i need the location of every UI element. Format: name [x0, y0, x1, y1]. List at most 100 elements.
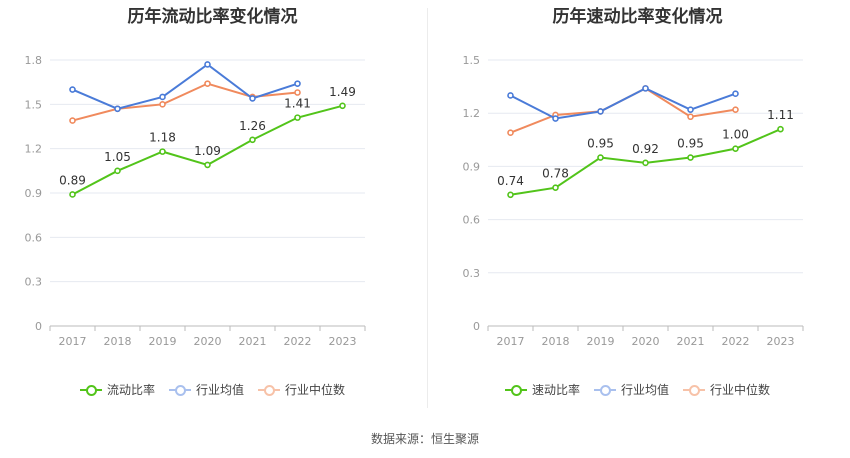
data-point — [114, 105, 121, 113]
current-ratio-chart: 历年流动比率变化情况 0 0.3 0.6 0.9 1.2 1.5 1.8 2017 2018 20… — [0, 0, 425, 410]
data-point — [507, 129, 514, 137]
series-line-industry-median — [510, 87, 736, 134]
y-tick-label: 1.5 — [463, 54, 481, 67]
x-tick-label: 2022 — [722, 335, 750, 348]
series-line-industry-average — [510, 87, 736, 120]
data-point — [687, 154, 694, 161]
legend-item-industry-median[interactable]: 行业中位数 — [683, 381, 770, 398]
data-point — [687, 106, 694, 113]
data-label: 1.05 — [104, 150, 131, 164]
legend-item-quick-ratio[interactable]: 速动比率 — [504, 381, 580, 398]
x-tick-label: 2023 — [767, 335, 795, 348]
data-point — [204, 61, 211, 68]
legend-label: 行业中位数 — [285, 383, 346, 397]
data-label: 0.74 — [497, 174, 524, 188]
data-point — [732, 145, 739, 152]
data-point — [597, 108, 604, 115]
chart-title: 历年速动比率变化情况 — [552, 7, 723, 27]
series-line-industry-average — [72, 63, 298, 110]
quick-ratio-plot: 0 0.3 0.6 0.9 1.2 1.5 2017 2018 2019 2020 2021 2022… — [463, 54, 804, 348]
data-label: 1.41 — [284, 97, 311, 111]
x-tick-label: 2017 — [497, 335, 525, 348]
data-point — [294, 114, 301, 121]
data-point — [159, 148, 166, 155]
y-tick-label: 1.2 — [25, 143, 43, 156]
data-point — [732, 90, 739, 97]
x-tick-label: 2021 — [677, 335, 705, 348]
chart-title: 历年流动比率变化情况 — [127, 7, 298, 27]
data-label: 1.18 — [149, 131, 176, 145]
legend-line-icon — [504, 384, 527, 396]
legend: 速动比率 行业均值 行业中位数 — [425, 381, 850, 398]
panel-divider — [427, 8, 428, 408]
legend-label: 速动比率 — [531, 383, 580, 397]
x-tick-label: 2021 — [239, 335, 267, 348]
quick-ratio-chart: 历年速动比率变化情况 0 0.3 0.6 0.9 1.2 1.5 2017 2018 2019 2… — [425, 0, 850, 410]
legend-label: 行业均值 — [195, 383, 244, 397]
data-point — [294, 80, 301, 87]
data-point — [69, 86, 76, 93]
data-label: 0.78 — [542, 167, 569, 181]
data-source-note: 数据来源：恒生聚源 — [370, 432, 479, 446]
x-tick-label: 2019 — [149, 335, 177, 348]
data-label: 1.00 — [722, 128, 749, 142]
data-point — [732, 106, 739, 113]
current-ratio-plot: 0 0.3 0.6 0.9 1.2 1.5 1.8 2017 2018 2019 2020 2021 2… — [25, 54, 366, 348]
series-line-industry-median — [72, 82, 298, 122]
data-point — [159, 101, 166, 108]
y-tick-label: 0.3 — [463, 267, 481, 280]
data-point — [204, 80, 211, 87]
data-point — [339, 102, 346, 110]
data-point — [687, 113, 694, 121]
y-tick-label: 1.8 — [25, 54, 43, 67]
y-tick-label: 0.3 — [25, 276, 43, 289]
y-tick-label: 0.6 — [25, 231, 43, 244]
data-label: 0.95 — [677, 137, 704, 151]
data-point — [159, 93, 166, 101]
data-point — [507, 92, 514, 99]
data-label: 0.92 — [632, 142, 659, 156]
data-point — [249, 136, 256, 144]
legend-item-industry-average[interactable]: 行业均值 — [593, 381, 669, 398]
data-point — [777, 125, 784, 133]
y-tick-label: 1.5 — [25, 98, 43, 111]
x-tick-label: 2019 — [587, 335, 615, 348]
x-tick-label: 2018 — [104, 335, 132, 348]
legend-line-icon — [168, 384, 191, 396]
x-tick-label: 2017 — [59, 335, 87, 348]
x-tick-label: 2023 — [329, 335, 357, 348]
x-tick-label: 2018 — [542, 335, 570, 348]
data-label: 1.09 — [194, 144, 221, 158]
data-label: 1.49 — [329, 85, 356, 99]
data-point — [507, 191, 514, 199]
data-point — [249, 95, 256, 102]
x-tick-label: 2022 — [284, 335, 312, 348]
data-label: 1.11 — [767, 108, 794, 122]
legend-item-current-ratio[interactable]: 流动比率 — [79, 381, 155, 398]
y-tick-label: 0.9 — [25, 187, 43, 200]
data-point — [642, 159, 649, 167]
legend-label: 行业中位数 — [710, 383, 771, 397]
data-point — [552, 184, 559, 191]
legend-item-industry-median[interactable]: 行业中位数 — [258, 381, 345, 398]
y-tick-label: 0 — [473, 320, 480, 333]
legend-line-icon — [79, 384, 102, 396]
x-tick-label: 2020 — [632, 335, 660, 348]
data-point — [642, 85, 649, 92]
data-label: 0.89 — [59, 173, 86, 187]
legend-label: 行业均值 — [620, 383, 669, 397]
legend-line-icon — [683, 384, 705, 396]
legend-item-industry-average[interactable]: 行业均值 — [168, 381, 244, 398]
legend-line-icon — [258, 384, 280, 396]
data-point — [552, 115, 559, 122]
x-tick-label: 2020 — [194, 335, 222, 348]
data-point — [597, 154, 604, 161]
data-point — [69, 117, 76, 124]
data-point — [204, 161, 211, 169]
data-label: 0.95 — [587, 137, 614, 151]
legend-label: 流动比率 — [106, 383, 155, 397]
y-tick-label: 0.6 — [463, 214, 481, 227]
data-point — [69, 191, 76, 198]
y-tick-label: 1.2 — [463, 107, 481, 120]
y-tick-label: 0 — [35, 320, 42, 333]
